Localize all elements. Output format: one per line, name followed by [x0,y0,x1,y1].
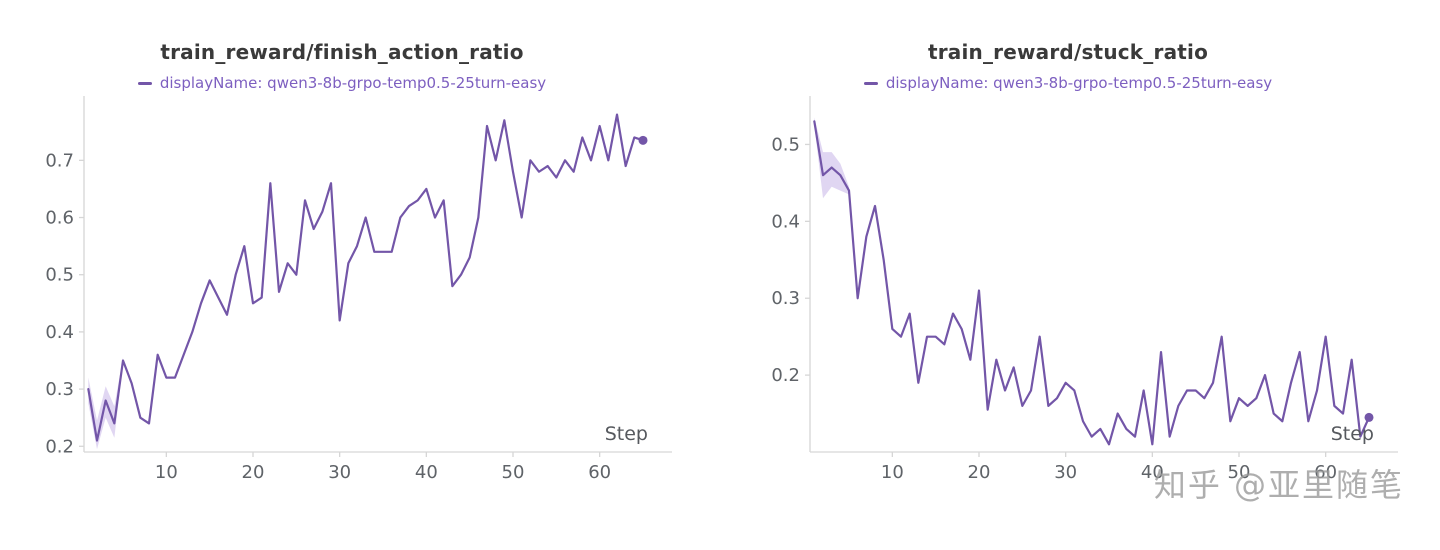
svg-text:Step: Step [605,423,648,445]
svg-text:60: 60 [1314,462,1337,483]
svg-text:0.3: 0.3 [771,288,800,309]
line-chart-stuck-ratio[interactable]: 0.2 0.3 0.4 0.5 10 20 30 40 50 60 Step [758,96,1398,488]
svg-text:60: 60 [588,462,611,483]
legend-run-label: displayName: qwen3-8b-grpo-temp0.5-25tur… [159,74,547,92]
chart-title-finish-action-ratio: train_reward/finish_action_ratio [160,40,524,64]
svg-text:50: 50 [502,462,525,483]
svg-text:10: 10 [881,462,904,483]
svg-text:0.3: 0.3 [45,379,74,400]
svg-text:0.4: 0.4 [771,211,800,232]
svg-text:50: 50 [1228,462,1251,483]
line-chart-finish-action-ratio[interactable]: 0.2 0.3 0.4 0.5 0.6 0.7 10 20 30 40 50 60 Step [32,96,672,488]
svg-text:0.5: 0.5 [45,265,74,286]
svg-text:40: 40 [1141,462,1164,483]
svg-text:0.5: 0.5 [771,134,800,155]
chart-panel-finish-action-ratio: train_reward/finish_action_ratio display… [0,0,700,550]
chart-panel-stuck-ratio: train_reward/stuck_ratio displayName: qw… [700,0,1400,550]
svg-text:Step: Step [1331,423,1374,445]
svg-text:30: 30 [1054,462,1077,483]
chart-legend-finish-action-ratio[interactable]: displayName: qwen3-8b-grpo-temp0.5-25tur… [32,74,652,92]
legend-run-label: displayName: qwen3-8b-grpo-temp0.5-25tur… [885,74,1273,92]
svg-text:0.7: 0.7 [45,150,74,171]
svg-text:30: 30 [328,462,351,483]
svg-text:10: 10 [155,462,178,483]
legend-line-icon [863,81,878,85]
svg-text:40: 40 [415,462,438,483]
legend-line-icon [137,81,152,85]
svg-text:0.2: 0.2 [45,436,74,457]
svg-text:0.4: 0.4 [45,322,74,343]
svg-text:0.6: 0.6 [45,208,74,229]
svg-text:20: 20 [242,462,265,483]
svg-text:0.2: 0.2 [771,365,800,386]
chart-legend-stuck-ratio[interactable]: displayName: qwen3-8b-grpo-temp0.5-25tur… [758,74,1378,92]
chart-title-stuck-ratio: train_reward/stuck_ratio [927,40,1209,64]
svg-text:20: 20 [968,462,991,483]
